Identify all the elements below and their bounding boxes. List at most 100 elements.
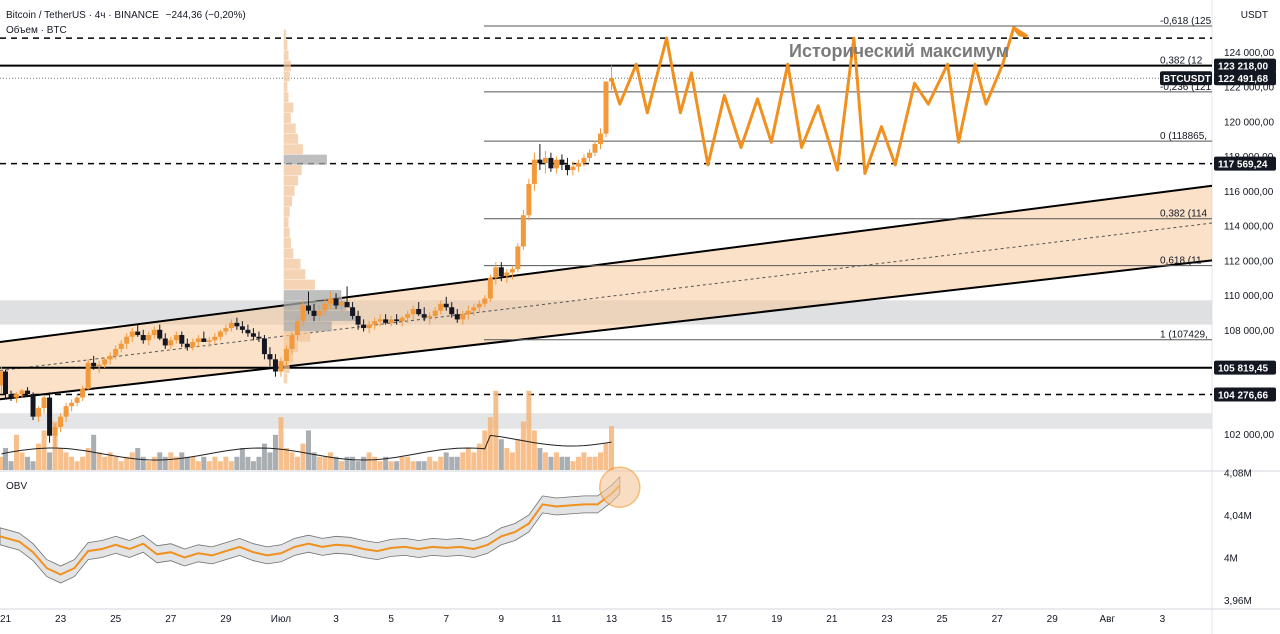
volume-bar — [432, 461, 438, 470]
candle-body — [498, 267, 504, 276]
candle-body — [58, 416, 64, 428]
fib-level-label: -0,618 (125 — [1160, 16, 1212, 27]
volume-bar — [19, 452, 25, 470]
volume-bar — [113, 456, 119, 470]
volume-profile-bar — [283, 123, 296, 134]
volume-bar — [306, 430, 312, 470]
volume-bar — [118, 461, 124, 470]
volume-bar — [328, 452, 334, 470]
price-tag — [1214, 58, 1276, 73]
volume-bar — [80, 456, 86, 470]
obv-header: OBV — [6, 481, 27, 492]
candle-body — [289, 335, 295, 349]
volume-bar — [278, 417, 284, 470]
volume-bar — [179, 452, 185, 470]
volume-bar — [520, 421, 526, 470]
volume-profile-bar — [283, 175, 299, 186]
volume-profile-bar — [283, 206, 290, 217]
candle-body — [129, 331, 135, 337]
volume-bar — [526, 390, 532, 470]
volume-bar — [388, 461, 394, 470]
candle-body — [162, 338, 168, 346]
candle-body — [195, 338, 201, 342]
candle-body — [19, 390, 25, 395]
time-axis-tick: 23 — [55, 614, 67, 625]
obv-axis-tick: 4,08M — [1224, 469, 1252, 480]
volume-line: Объем · BTC — [6, 25, 67, 36]
volume-profile-bar — [283, 154, 327, 165]
volume-profile-bar — [283, 300, 347, 311]
volume-bar — [168, 452, 174, 470]
symbol-tag — [1160, 71, 1212, 86]
candle-body — [520, 215, 526, 247]
price-tag — [1214, 156, 1276, 171]
candle-body — [107, 355, 113, 360]
channel-lower-line — [0, 259, 1213, 401]
candle-body — [471, 307, 477, 311]
forecast-arrow-icon — [1012, 26, 1029, 38]
volume-bar — [454, 456, 460, 470]
price-tag — [1214, 387, 1276, 402]
volume-bar — [592, 456, 598, 470]
volume-bar — [344, 456, 350, 470]
time-axis-tick: Июл — [271, 614, 291, 625]
volume-bar — [250, 461, 256, 470]
candle-body — [157, 329, 163, 339]
candle-body — [531, 159, 537, 184]
candle-body — [261, 338, 267, 355]
time-axis-tick: 27 — [165, 614, 177, 625]
volume-bar — [294, 456, 300, 470]
volume-bar — [289, 452, 295, 470]
price-axis-tick: 108 000,00 — [1224, 326, 1274, 337]
candle-body — [223, 328, 229, 332]
volume-bar — [427, 456, 433, 470]
candle-body — [399, 317, 405, 322]
time-axis-tick: 21 — [826, 614, 838, 625]
candle-body — [333, 298, 339, 306]
candle-body — [581, 157, 587, 164]
time-axis-tick: 3 — [1160, 614, 1166, 625]
candle-body — [306, 305, 312, 311]
candle-body — [80, 388, 86, 398]
candle-body — [52, 427, 58, 436]
volume-bar — [443, 452, 449, 470]
candle-body — [179, 335, 185, 344]
candle-body — [190, 341, 196, 348]
price-axis-tick: 114 000,00 — [1224, 222, 1274, 233]
volume-bar — [129, 452, 135, 470]
candle-body — [30, 394, 36, 417]
candle-body — [537, 159, 543, 164]
volume-bar — [102, 456, 108, 470]
candle-body — [250, 333, 256, 337]
volume-bar — [438, 456, 444, 470]
volume-profile-bar — [283, 71, 290, 82]
price-tag — [1214, 71, 1276, 86]
volume-profile-bar — [283, 227, 290, 238]
volume-profile-bar — [283, 144, 303, 155]
time-axis-tick: 27 — [992, 614, 1004, 625]
volume-bar — [493, 390, 499, 470]
candle-body — [465, 310, 471, 315]
candle-body — [206, 340, 212, 342]
candle-body — [267, 354, 273, 360]
candle-body — [25, 390, 31, 395]
volume-bar — [0, 456, 4, 470]
candle-body — [493, 267, 499, 278]
candle-body — [410, 308, 416, 315]
candle-body — [421, 314, 427, 318]
price-axis-tick: 120 000,00 — [1224, 117, 1274, 128]
candle-body — [487, 277, 493, 299]
candle-body — [217, 331, 223, 337]
candle-body — [85, 362, 91, 389]
candle-body — [570, 166, 576, 171]
candle-body — [245, 329, 251, 334]
candle-body — [515, 246, 521, 270]
volume-profile-bar — [283, 290, 342, 301]
candle-body — [8, 394, 14, 398]
volume-bar — [586, 456, 592, 470]
volume-bar — [3, 448, 9, 470]
candle-body — [234, 322, 240, 327]
volume-bar — [504, 448, 510, 470]
candle-body — [377, 319, 383, 322]
